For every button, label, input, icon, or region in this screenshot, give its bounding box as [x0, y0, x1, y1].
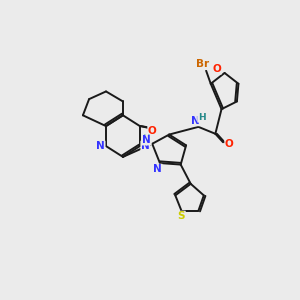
- Text: O: O: [148, 126, 157, 136]
- Text: O: O: [212, 64, 221, 74]
- Text: H: H: [198, 113, 205, 122]
- Text: N: N: [141, 141, 150, 151]
- Text: O: O: [225, 139, 234, 149]
- Text: Br: Br: [196, 59, 209, 70]
- Text: N: N: [153, 164, 162, 174]
- Text: S: S: [178, 211, 185, 221]
- Text: N: N: [96, 141, 105, 151]
- Text: N: N: [142, 135, 151, 145]
- Text: N: N: [191, 116, 200, 126]
- Text: H: H: [142, 134, 150, 143]
